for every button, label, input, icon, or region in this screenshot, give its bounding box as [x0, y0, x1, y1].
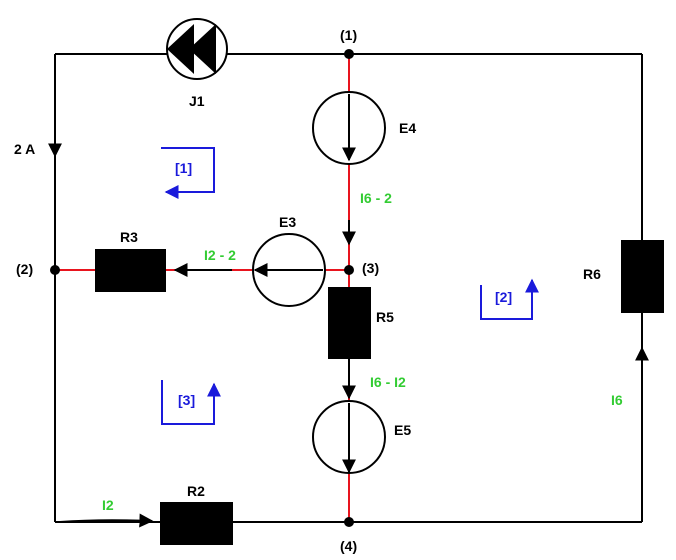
r2-label: R2	[187, 483, 205, 499]
voltage-source-e3	[252, 233, 326, 307]
current-label-i6: I6	[611, 392, 623, 408]
j1-chevron-left-icon	[167, 24, 194, 74]
nodes	[50, 49, 354, 527]
resistor-r2	[160, 502, 233, 545]
current-label-i6-minus-2: I6 - 2	[360, 190, 392, 206]
node-4-dot	[344, 517, 354, 527]
current-arrows	[48, 92, 649, 528]
resistor-r3	[95, 249, 166, 292]
node-2-dot	[50, 265, 60, 275]
r6-label: R6	[583, 266, 601, 282]
e5-label: E5	[394, 422, 411, 438]
current-arrow-i2	[59, 513, 154, 528]
voltage-source-e5	[312, 400, 386, 474]
j1-chevron-right-icon	[189, 24, 216, 74]
current-source-j1	[166, 18, 228, 80]
loop-1-label: [1]	[175, 160, 192, 176]
r5-label: R5	[376, 309, 394, 325]
resistor-r6	[621, 240, 664, 313]
loop-arrows	[161, 147, 539, 425]
node-1-dot	[344, 49, 354, 59]
resistor-r5	[328, 287, 371, 359]
voltage-source-e4	[312, 91, 386, 165]
loop-3-arrow	[161, 380, 221, 425]
loop-3-label: [3]	[178, 392, 195, 408]
current-label-i6-minus-i2: I6 - I2	[370, 374, 406, 390]
loop-2-label: [2]	[495, 289, 512, 305]
node-3-label: (3)	[362, 260, 379, 276]
node-1-label: (1)	[340, 27, 357, 43]
e4-label: E4	[399, 120, 416, 136]
r3-label: R3	[120, 229, 138, 245]
j1-label: J1	[189, 93, 205, 109]
node-4-label: (4)	[340, 538, 357, 554]
current-label-i2: I2	[102, 497, 114, 513]
j1-value-label: 2 A	[14, 141, 35, 157]
node-3-dot	[344, 265, 354, 275]
e3-label: E3	[279, 214, 296, 230]
current-label-i2-minus-2: I2 - 2	[204, 247, 236, 263]
loop-1-arrow	[161, 147, 215, 199]
loop-2-arrow	[480, 278, 539, 320]
node-2-label: (2)	[16, 261, 33, 277]
